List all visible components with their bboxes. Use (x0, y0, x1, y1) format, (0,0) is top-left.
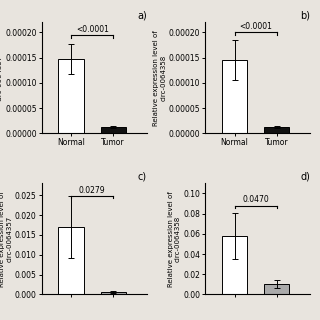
Text: c): c) (138, 171, 147, 181)
Y-axis label: Relative expression level of
circ-0064358: Relative expression level of circ-006435… (168, 191, 181, 287)
Y-axis label: Relative expression level of
circ-0064357: Relative expression level of circ-006435… (0, 191, 13, 287)
Text: d): d) (300, 171, 310, 181)
Bar (264, 127, 289, 133)
Text: b): b) (300, 10, 310, 20)
Bar (222, 236, 247, 294)
Bar (100, 127, 126, 133)
Y-axis label: Relative expression level of
circ-0064357: Relative expression level of circ-006435… (0, 30, 3, 126)
Text: 0.0279: 0.0279 (79, 186, 106, 195)
Bar (264, 284, 289, 294)
Bar (59, 59, 84, 133)
Text: a): a) (137, 10, 147, 20)
Text: 0.0470: 0.0470 (242, 195, 269, 204)
Y-axis label: Relative expression level of
circ-0064358: Relative expression level of circ-006435… (153, 30, 166, 126)
Bar (59, 227, 84, 294)
Bar (222, 60, 247, 133)
Text: <0.0001: <0.0001 (76, 25, 108, 34)
Text: <0.0001: <0.0001 (239, 22, 272, 31)
Bar (100, 292, 126, 294)
